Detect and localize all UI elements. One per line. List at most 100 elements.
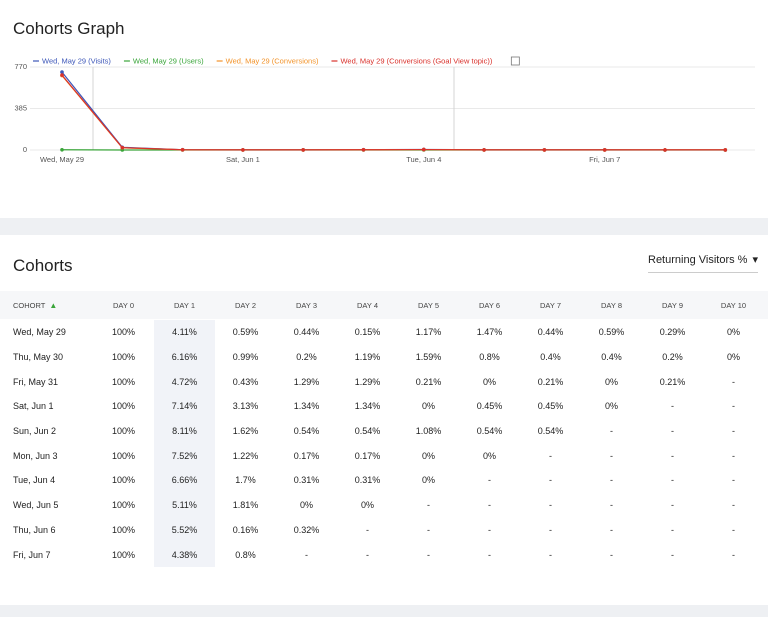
table-cell: 0.54% [354,426,381,437]
y-tick-label: 770 [14,62,27,71]
table-cell: 0.21% [537,376,564,387]
table-cell: 0.45% [537,401,564,412]
header-cell: DAY 2 [215,291,276,319]
table-cell: 0.59% [598,327,625,338]
header-label: DAY 10 [720,300,747,310]
table-cell: 0.99% [232,352,259,363]
table-cell: 0.2% [296,352,317,363]
legend-label: Wed, May 29 (Conversions) [226,56,319,65]
sort-icon: ▲ [49,300,58,310]
header-cell: DAY 6 [459,291,520,319]
header-label: DAY 4 [357,300,378,310]
header-cell: DAY 0 [93,291,154,319]
legend-label: Wed, May 29 (Visits) [42,56,111,65]
legend-label: Wed, May 29 (Users) [133,56,204,65]
table-cell: - [427,549,430,560]
metric-dropdown[interactable]: Returning Visitors % [648,253,758,273]
table-cell: - [610,549,613,560]
table-cell: 100% [111,352,136,363]
table-cell: 8.11% [154,418,215,444]
table-row: Fri, May 31 100% 4.72% 0.43% 1.29% 1.29% 0.21%… [0,369,768,395]
header-label: DAY 9 [662,300,683,310]
table-cell: - [488,524,491,535]
table-cell: - [671,475,674,486]
table-cell: - [671,401,674,412]
series-line [61,71,726,151]
point [542,148,547,152]
y-tick-label: 0 [23,145,27,154]
table-row: Thu, May 30 100% 6.16% 0.99% 0.2% 1.19% 1.59% 0… [0,344,768,370]
table-cell: 0.54% [476,426,503,437]
point [663,148,667,152]
table-cell: 1.47% [476,327,503,338]
table-cell: 1.34% [354,401,381,412]
table-cell: 0.2% [662,352,683,363]
table-cell: - [427,524,430,535]
table-cell: 0.4% [601,352,622,363]
table-cell: - [610,524,613,535]
table-row: Thu, Jun 6 100% 5.52% 0.16% 0.32% - - - - - - - [0,517,768,543]
table-row: Sat, Jun 1 100% 7.14% 3.13% 1.34% 1.34% 0% 0.45… [0,394,768,419]
header-cell: DAY 5 [398,291,459,319]
point [120,145,125,150]
table-cell: - [610,475,613,486]
table-cell: Thu, May 30 [13,352,64,363]
table-cell: 1.08% [415,426,442,437]
table-cell: 0.8% [479,352,500,363]
header-label: DAY 2 [235,300,256,310]
table-cell: 0% [360,500,374,511]
header-label: DAY 7 [540,300,561,310]
table-cell: - [610,426,613,437]
table-cell: 0% [482,376,496,387]
table-cell: - [488,475,491,486]
table-cell: - [549,500,552,511]
table-cell: 0.17% [293,450,320,461]
table-cell: 100% [111,450,136,461]
header-label: DAY 8 [601,300,622,310]
table-cell: 100% [111,549,136,560]
header-label: DAY 6 [479,300,500,310]
table-cell: 6.66% [154,468,215,493]
table-cell: - [732,500,735,511]
table-row: Fri, Jun 7 100% 4.38% 0.8% - - - - - - - - [0,542,768,567]
table-cell: - [671,549,674,560]
chart: Wed, May 29 (Visits) Wed, May 29 (Users) W… [14,56,755,164]
table-cell: - [610,500,613,511]
table-cell: - [488,500,491,511]
table-cell: 1.19% [354,352,381,363]
point [422,147,426,152]
table-cell: - [549,549,552,560]
table-cell: Thu, Jun 6 [13,524,56,535]
table-cell: 1.59% [415,352,442,363]
table-cell: - [732,475,735,486]
table-cell: - [732,426,735,437]
table-cell: 1.17% [415,327,442,338]
table-cell: - [671,426,674,437]
table-cell: Mon, Jun 3 [13,450,58,461]
point [723,148,728,152]
table-cell: 100% [111,426,136,437]
table-cell: 0.4% [540,352,561,363]
table-cell: 4.72% [154,369,215,395]
point [60,73,64,77]
table-cell: 5.52% [154,517,215,543]
table-cell: Wed, Jun 5 [13,500,59,511]
table-cell: Fri, May 31 [13,376,59,387]
table-cell: 100% [111,500,136,511]
table-cell: 1.34% [293,401,320,412]
table-cell: 0.43% [232,376,259,387]
export-icon [510,56,520,66]
table-panel: Cohorts Returning Visitors % COHORT▲ DAY … [0,235,768,605]
table-cell: 1.7% [235,475,256,486]
header-cell: DAY 8 [581,291,642,319]
point [361,147,366,152]
table-cell: 0% [421,401,435,412]
table-cell: 1.81% [232,500,259,511]
table-row: Sun, Jun 2 100% 8.11% 1.62% 0.54% 0.54% 1.08% 0… [0,418,768,444]
graph-panel: Cohorts Graph Wed, May 29 (Visits) Wed, M… [0,0,768,218]
table-row: Wed, May 29 100% 4.11% 0.59% 0.44% 0.15% 1.17%… [0,320,768,345]
table-cell: 0.44% [537,327,564,338]
table-cell: - [732,376,735,387]
table-cell: 5.11% [154,492,215,518]
table-cell: 0.32% [293,524,320,535]
